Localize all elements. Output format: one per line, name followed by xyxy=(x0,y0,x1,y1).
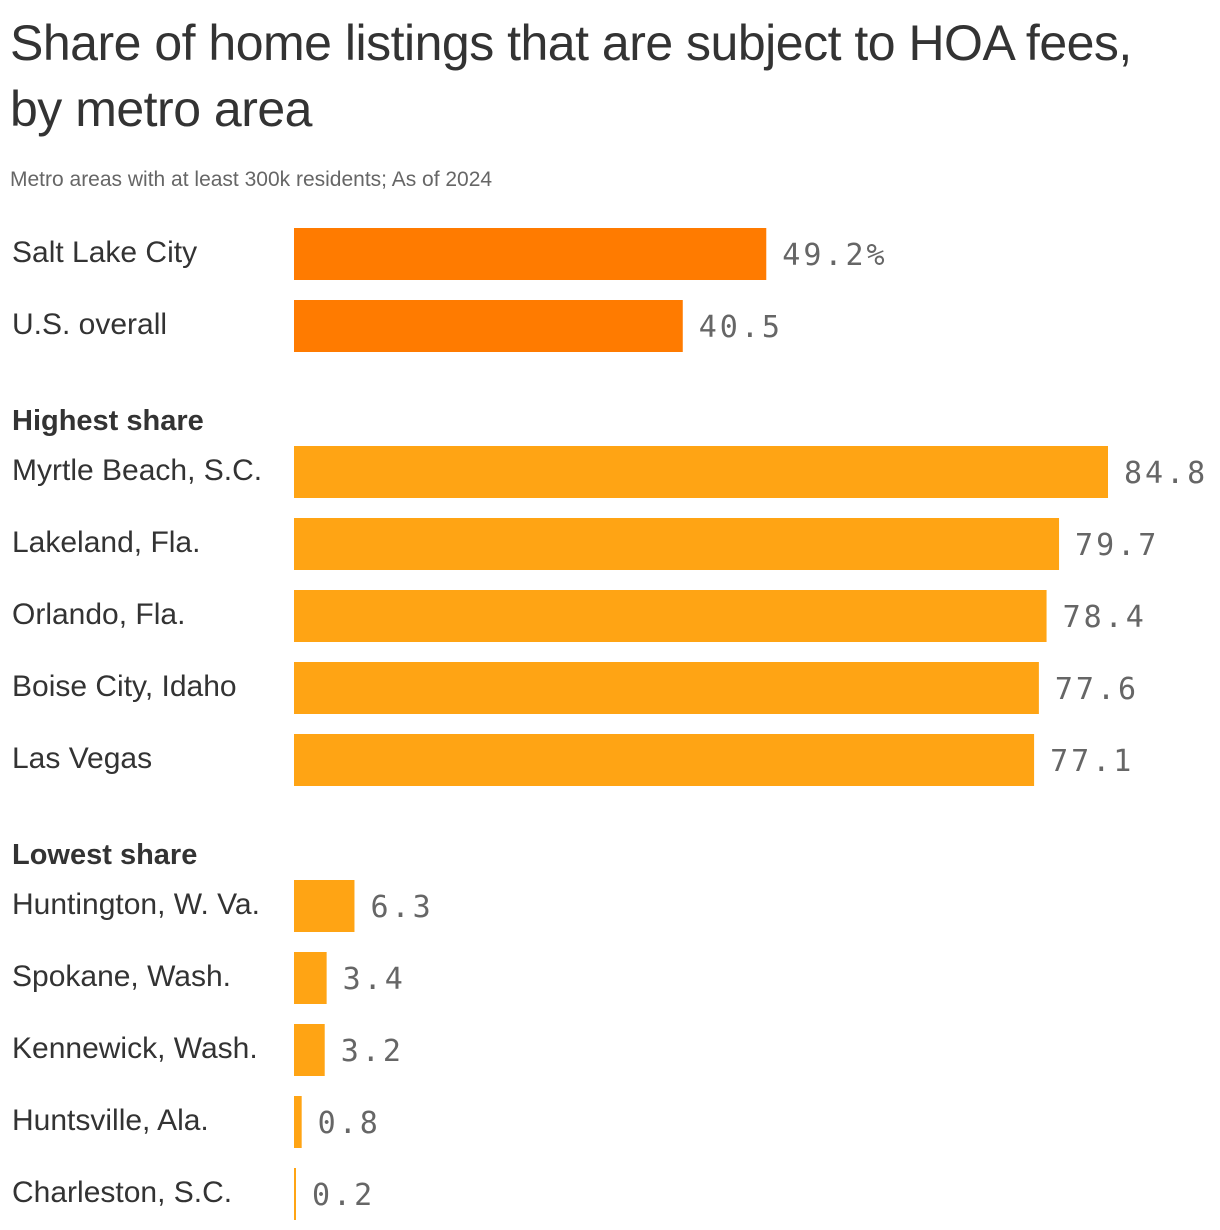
bar-boise-city-idaho xyxy=(294,662,1039,714)
bar-salt-lake-city xyxy=(294,228,767,280)
category-label-las-vegas: Las Vegas xyxy=(12,742,152,775)
bar-huntington-w-va xyxy=(294,880,355,932)
value-label-kennewick-wash: 3.2 xyxy=(341,1034,404,1069)
value-label-orlando-fla: 78.4 xyxy=(1063,600,1147,635)
group-label-highest-share: Highest share xyxy=(12,405,204,437)
group-label-lowest-share: Lowest share xyxy=(12,839,197,871)
bar-u-s-overall xyxy=(294,300,683,352)
category-label-myrtle-beach-s-c: Myrtle Beach, S.C. xyxy=(12,454,262,487)
value-label-las-vegas: 77.1 xyxy=(1050,744,1134,779)
bar-lakeland-fla xyxy=(294,518,1060,570)
value-label-huntsville-ala: 0.8 xyxy=(318,1106,381,1141)
value-label-spokane-wash: 3.4 xyxy=(343,962,406,997)
category-label-orlando-fla: Orlando, Fla. xyxy=(12,598,185,631)
value-label-u-s-overall: 40.5 xyxy=(699,310,783,345)
value-label-huntington-w-va: 6.3 xyxy=(370,890,433,925)
value-label-salt-lake-city: 49.2% xyxy=(782,238,887,273)
bar-las-vegas xyxy=(294,734,1035,786)
bar-huntsville-ala xyxy=(294,1096,302,1148)
chart-title: Share of home listings that are subject … xyxy=(10,15,1132,137)
value-label-myrtle-beach-s-c: 84.8 xyxy=(1124,456,1208,491)
bar-spokane-wash xyxy=(294,952,327,1004)
bar-myrtle-beach-s-c xyxy=(294,446,1108,498)
bar-charleston-s-c xyxy=(294,1168,296,1220)
chart-subtitle: Metro areas with at least 300k residents… xyxy=(10,168,493,191)
category-label-boise-city-idaho: Boise City, Idaho xyxy=(12,670,237,703)
category-label-salt-lake-city: Salt Lake City xyxy=(12,236,197,269)
bar-kennewick-wash xyxy=(294,1024,325,1076)
category-label-huntington-w-va: Huntington, W. Va. xyxy=(12,888,260,921)
bar-orlando-fla xyxy=(294,590,1047,642)
category-label-lakeland-fla: Lakeland, Fla. xyxy=(12,526,200,559)
category-label-huntsville-ala: Huntsville, Ala. xyxy=(12,1104,209,1137)
value-label-lakeland-fla: 79.7 xyxy=(1075,528,1159,563)
value-label-boise-city-idaho: 77.6 xyxy=(1055,672,1139,707)
category-label-kennewick-wash: Kennewick, Wash. xyxy=(12,1032,258,1065)
category-label-charleston-s-c: Charleston, S.C. xyxy=(12,1176,232,1209)
value-label-charleston-s-c: 0.2 xyxy=(312,1178,375,1213)
category-label-u-s-overall: U.S. overall xyxy=(12,308,167,341)
category-label-spokane-wash: Spokane, Wash. xyxy=(12,960,231,993)
